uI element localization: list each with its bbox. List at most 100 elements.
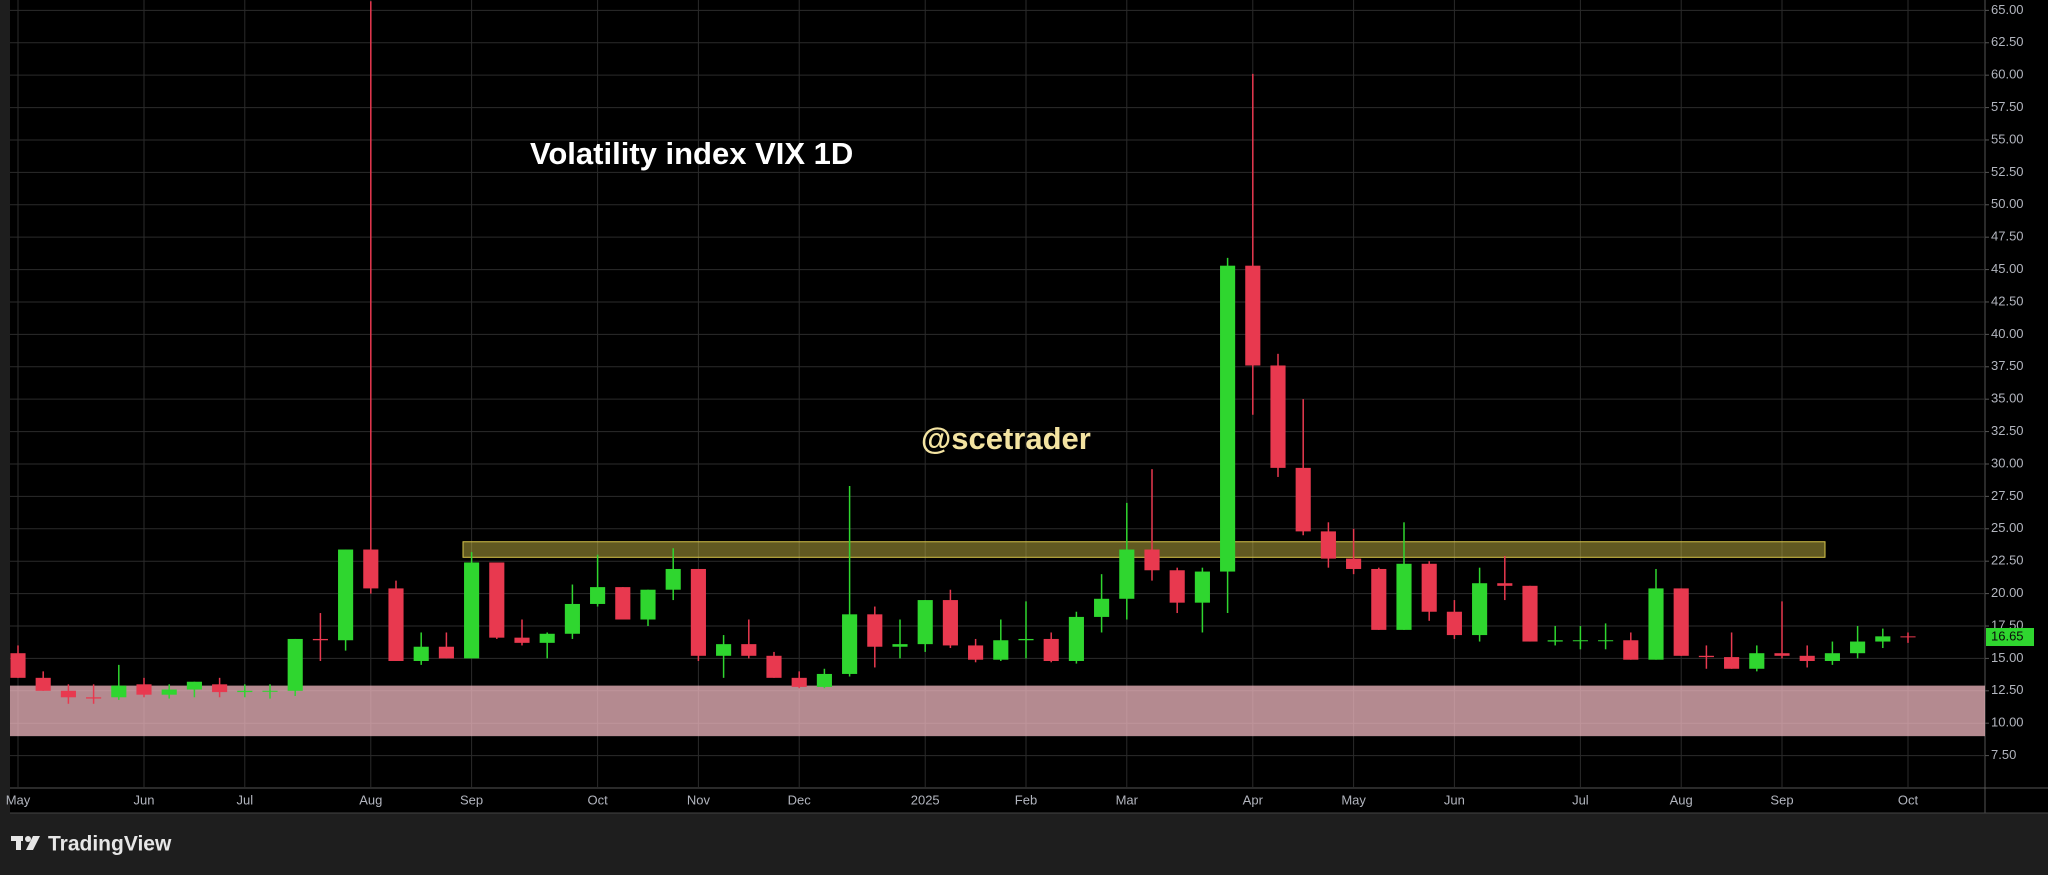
y-tick-label: 55.00 — [1991, 131, 2024, 146]
candles — [10, 1, 1916, 704]
y-tick-label: 50.00 — [1991, 196, 2024, 211]
x-tick-label: Aug — [1670, 792, 1693, 807]
x-tick-label: May — [6, 792, 31, 807]
candle-body — [1900, 636, 1916, 638]
candle-body — [1068, 616, 1084, 661]
candle-body — [60, 690, 76, 698]
x-tick-label: Feb — [1015, 792, 1037, 807]
candle-body — [993, 640, 1009, 660]
candle-body — [1497, 583, 1513, 586]
candle-body — [262, 690, 278, 692]
y-tick-label: 40.00 — [1991, 326, 2024, 341]
y-tick-label: 15.00 — [1991, 650, 2024, 665]
x-tick-label: Dec — [788, 792, 812, 807]
candle-body — [438, 646, 454, 659]
candle-body — [1875, 636, 1891, 642]
candle-body — [917, 600, 933, 645]
candle-body — [766, 655, 782, 678]
candle-body — [1371, 568, 1387, 630]
zones — [10, 541, 1985, 737]
x-tick-label: Jul — [1572, 792, 1589, 807]
candle-body — [1598, 640, 1614, 642]
candle-body — [1749, 653, 1765, 669]
candle-body — [86, 697, 102, 699]
candle-body — [1774, 653, 1790, 656]
candle-body — [1824, 653, 1840, 661]
candle-body — [640, 589, 656, 620]
candle-body — [968, 645, 984, 660]
candle-body — [287, 638, 303, 691]
x-tick-label: Jul — [236, 792, 253, 807]
x-tick-label: Jun — [134, 792, 155, 807]
candle-body — [514, 637, 530, 643]
candle-body — [942, 600, 958, 646]
y-tick-label: 30.00 — [1991, 455, 2024, 470]
candle-body — [464, 562, 480, 659]
x-tick-label: Mar — [1116, 792, 1139, 807]
candle-body — [741, 644, 757, 656]
candle-body — [564, 603, 580, 634]
candle-body — [1396, 563, 1412, 630]
candle-body — [111, 685, 127, 698]
candle-body — [716, 644, 732, 656]
candle-body — [1270, 365, 1286, 468]
candle-body — [1446, 611, 1462, 636]
candle-body — [1547, 640, 1563, 642]
plot-background — [10, 0, 1985, 813]
last-price-box — [1986, 628, 2034, 647]
candle-body — [1144, 549, 1160, 571]
candle-body — [312, 638, 328, 641]
candle-body — [892, 644, 908, 647]
candle-body — [212, 684, 228, 693]
brand-logo — [11, 836, 40, 850]
candle-body — [1018, 638, 1034, 641]
candle-body — [665, 568, 681, 590]
x-tick-label: Oct — [587, 792, 608, 807]
x-tick-label: Nov — [687, 792, 711, 807]
y-tick-label: 37.50 — [1991, 358, 2024, 373]
x-tick-label: Apr — [1243, 792, 1264, 807]
candle-body — [1673, 588, 1689, 656]
candle-body — [161, 689, 177, 695]
axes: 7.5010.0012.5015.0017.5020.0022.5025.002… — [6, 2, 2034, 807]
candle-body — [1119, 549, 1135, 599]
candle-body — [1043, 638, 1059, 661]
candle-body — [1522, 585, 1538, 642]
x-tick-label: May — [1341, 792, 1366, 807]
price-axis-background — [1985, 0, 2048, 813]
price-zone — [10, 685, 1985, 737]
x-tick-label: Oct — [1898, 792, 1919, 807]
candle-body — [539, 633, 555, 643]
y-tick-label: 7.50 — [1991, 747, 2016, 762]
y-tick-label: 20.00 — [1991, 585, 2024, 600]
candle-body — [10, 653, 26, 678]
x-tick-label: Aug — [359, 792, 382, 807]
candle-body — [35, 677, 51, 691]
candle-body — [590, 587, 606, 604]
y-tick-label: 62.50 — [1991, 34, 2024, 49]
x-tick-label: Sep — [1770, 792, 1793, 807]
y-tick-label: 65.00 — [1991, 2, 2024, 17]
candle-body — [1220, 265, 1236, 572]
candle-body — [842, 614, 858, 674]
candle-body — [237, 690, 253, 693]
y-tick-label: 27.50 — [1991, 488, 2024, 503]
candle-body — [338, 549, 354, 641]
candle-body — [690, 568, 706, 656]
candle-body — [489, 562, 505, 638]
candle-body — [1245, 265, 1261, 366]
last-price-label: 16.65 — [1991, 628, 2024, 643]
y-tick-label: 60.00 — [1991, 67, 2024, 82]
y-tick-label: 25.00 — [1991, 520, 2024, 535]
candle-body — [1698, 655, 1714, 658]
candle-body — [1320, 531, 1336, 559]
price-zone — [462, 541, 1826, 558]
candle-body — [1094, 598, 1110, 617]
y-tick-label: 35.00 — [1991, 391, 2024, 406]
candle-body — [1194, 571, 1210, 603]
brand-name: TradingView — [48, 833, 172, 856]
candle-body — [1169, 570, 1185, 603]
y-tick-label: 32.50 — [1991, 423, 2024, 438]
